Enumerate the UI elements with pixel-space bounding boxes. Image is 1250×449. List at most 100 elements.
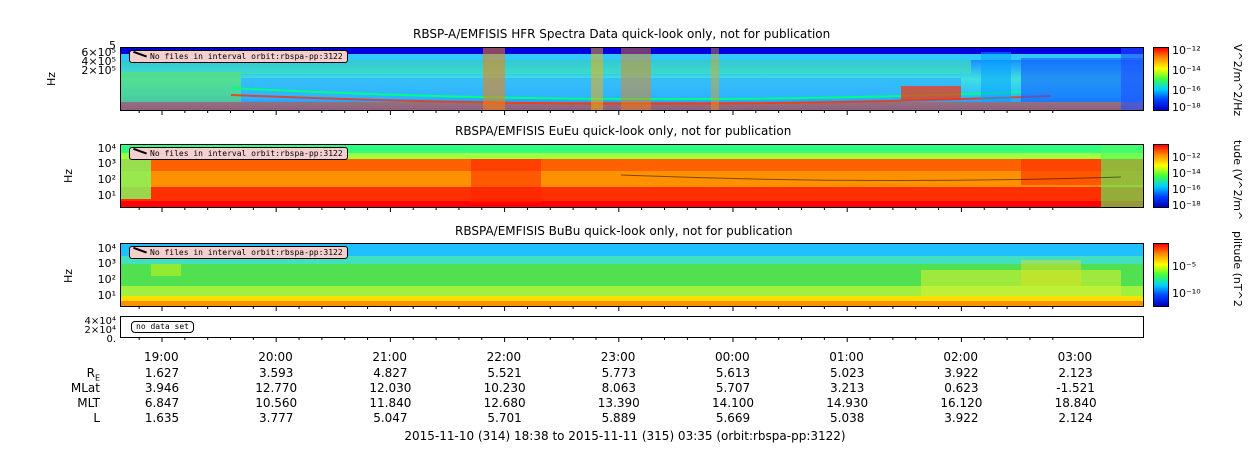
cb2-tick: 10⁻¹⁸	[1172, 199, 1201, 212]
ephemeris-value: 3.213	[830, 381, 865, 395]
panel2-title: RBSPA/EMFISIS EuEu quick-look only, not …	[455, 124, 792, 138]
panel2-ytick: 10⁴	[97, 142, 116, 155]
no-data-badge: no data set	[131, 321, 194, 333]
ephemeris-value: 4.827	[373, 366, 408, 380]
panel2-ytick: 10²	[97, 173, 116, 186]
ephemeris-value: 12.030	[369, 381, 412, 395]
empty-panel: no data set	[120, 316, 1144, 338]
ephemeris-value: 3.777	[259, 411, 294, 425]
time-tick-label: 20:00	[258, 350, 293, 364]
ephem-label-R: RE	[86, 366, 100, 383]
ephemeris-value: 16.120	[940, 396, 983, 410]
no-files-badge: No files in interval orbit:rbspa-pp:3122	[129, 147, 348, 160]
no-files-badge: No files in interval orbit:rbspa-pp:3122	[129, 246, 348, 259]
panel3-ytick: 10⁴	[97, 242, 116, 255]
bubu-spectrogram: No files in interval orbit:rbspa-pp:3122	[120, 243, 1144, 307]
ephemeris-value: 5.669	[715, 411, 751, 425]
ephemeris-value: 0.623	[944, 381, 979, 395]
cb3-tick: 10⁻¹⁰	[1172, 287, 1201, 300]
ephemeris-value: 5.773	[601, 366, 636, 380]
panel1-colorbar	[1153, 47, 1169, 111]
time-tick-label: 02:00	[943, 350, 978, 364]
ephemeris-value: 5.613	[715, 366, 751, 380]
cb2-tick: 10⁻¹⁶	[1172, 183, 1201, 196]
panel3-ytick: 10²	[97, 273, 116, 286]
panel3-ylabel: Hz	[62, 268, 75, 283]
panel3-ytick: 10¹	[97, 289, 116, 302]
pen-icon	[131, 246, 147, 259]
panel2-ytick: 10¹	[97, 189, 116, 202]
ephemeris-value: 5.023	[830, 366, 865, 380]
bubu-spectrogram-image	[121, 244, 1143, 306]
hfr-spectrogram-image	[121, 48, 1143, 110]
time-tick-label: 23:00	[600, 350, 636, 364]
time-range-footer: 2015-11-10 (314) 18:38 to 2015-11-11 (31…	[404, 429, 846, 443]
no-files-badge-text: No files in interval orbit:rbspa-pp:3122	[150, 248, 343, 257]
ephemeris-value: 5.047	[373, 411, 408, 425]
hfr-spectrogram: No files in interval orbit:rbspa-pp:3122	[120, 47, 1144, 111]
ephemeris-value: 10.230	[483, 381, 526, 395]
ephemeris-value: 3.922	[944, 411, 979, 425]
cb2-tick: 10⁻¹⁴	[1172, 167, 1201, 180]
ephemeris-value: 10.560	[255, 396, 298, 410]
ephemeris-value: 1.627	[144, 366, 180, 380]
ephemeris-value: 13.390	[597, 396, 640, 410]
ephemeris-value: 18.840	[1054, 396, 1097, 410]
ephemeris-value: 6.847	[144, 396, 180, 410]
panel2-ylabel: Hz	[62, 168, 75, 183]
panel1-ytick: 6×10⁵	[81, 46, 116, 59]
ephemeris-value: 12.680	[483, 396, 526, 410]
panel2-ytick: 10³	[97, 157, 116, 170]
time-tick-label: 21:00	[372, 350, 407, 364]
eueu-spectrogram: No files in interval orbit:rbspa-pp:3122	[120, 144, 1144, 208]
ephemeris-value: 2.123	[1058, 366, 1093, 380]
pen-icon	[131, 50, 147, 63]
ephemeris-value: 1.635	[144, 411, 180, 425]
panel4-ytick: 0.	[106, 334, 116, 345]
cb1-tick: 10⁻¹⁴	[1172, 64, 1201, 77]
panel1-ytick: 5	[109, 39, 116, 52]
ephemeris-value: 11.840	[369, 396, 412, 410]
ephem-label-mlat: MLat	[70, 381, 100, 395]
panel1-ytick: 4×10⁵	[81, 55, 116, 68]
ephemeris-value: 3.922	[944, 366, 979, 380]
time-tick-label: 19:00	[144, 350, 179, 364]
panel3-colorbar	[1153, 243, 1169, 307]
ephemeris-value: 3.593	[259, 366, 294, 380]
ephemeris-value: 5.889	[601, 411, 636, 425]
panel2-colorbar	[1153, 144, 1169, 208]
no-files-badge-text: No files in interval orbit:rbspa-pp:3122	[150, 52, 343, 61]
panel1-ytick: 2×10⁵	[81, 64, 116, 77]
cb2-tick: 10⁻¹²	[1172, 151, 1201, 164]
cb1-tick: 10⁻¹⁶	[1172, 84, 1201, 97]
ephemeris-value: 5.521	[487, 366, 522, 380]
panel3-title: RBSPA/EMFISIS BuBu quick-look only, not …	[455, 224, 793, 238]
ephemeris-value: 3.946	[144, 381, 180, 395]
time-tick-label: 01:00	[829, 350, 864, 364]
cb1-tick: 10⁻¹⁸	[1172, 101, 1201, 114]
ephemeris-value: -1.521	[1056, 381, 1095, 395]
panel4-ytick: 4×10⁴	[84, 316, 116, 327]
ephemeris-value: 14.930	[826, 396, 869, 410]
ephemeris-value: 5.707	[715, 381, 751, 395]
cb1-tick: 10⁻¹²	[1172, 44, 1201, 57]
ephemeris-value: 12.770	[255, 381, 298, 395]
no-files-badge-text: No files in interval orbit:rbspa-pp:3122	[150, 149, 343, 158]
cb3-tick: 10⁻⁵	[1172, 260, 1197, 273]
pen-icon	[131, 147, 147, 160]
cb1-title: V^2/m^2/Hz	[1231, 44, 1244, 117]
cb3-title: plitude (nT^2	[1231, 231, 1244, 307]
ephemeris-value: 8.063	[601, 381, 636, 395]
ephem-label-l: L	[93, 411, 100, 425]
ephemeris-value: 5.038	[830, 411, 865, 425]
panel3-ytick: 10³	[97, 257, 116, 270]
panel1-ylabel: Hz	[45, 71, 58, 86]
time-tick-label: 22:00	[486, 350, 522, 364]
ephem-label-mlt: MLT	[77, 396, 100, 410]
time-tick-label: 03:00	[1057, 350, 1093, 364]
no-files-badge: No files in interval orbit:rbspa-pp:3122	[129, 50, 348, 63]
time-tick-label: 00:00	[715, 350, 750, 364]
panel1-title: RBSP-A/EMFISIS HFR Spectra Data quick-lo…	[413, 27, 831, 41]
ephemeris-value: 5.701	[487, 411, 522, 425]
ephemeris-value: 2.124	[1058, 411, 1093, 425]
